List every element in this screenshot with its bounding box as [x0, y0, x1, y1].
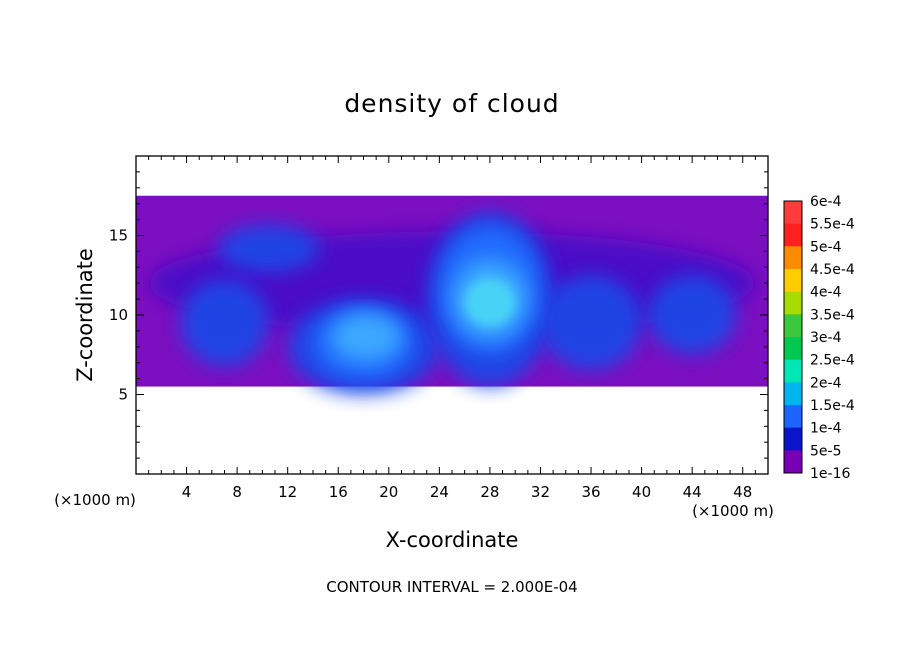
- colorbar-label: 2e-4: [810, 375, 842, 391]
- colorbar-swatch: [784, 405, 802, 429]
- x-multiplier-left: (×1000 m): [54, 491, 136, 509]
- colorbar-swatch: [784, 314, 802, 338]
- x-tick-label: 12: [278, 483, 297, 501]
- colorbar-swatch: [784, 291, 802, 315]
- x-tick-label: 24: [430, 483, 449, 501]
- colorbar-swatch: [784, 246, 802, 270]
- colorbar-swatch: [784, 450, 802, 474]
- colorbar-label: 5e-5: [810, 443, 841, 459]
- x-tick-label: 16: [329, 483, 348, 501]
- colorbar-swatch: [784, 427, 802, 451]
- colorbar-swatch: [784, 201, 802, 225]
- colorbar-swatch: [784, 359, 802, 383]
- chart-title: density of cloud: [344, 89, 559, 118]
- cloud-region: [180, 279, 269, 367]
- x-tick-label: 28: [480, 483, 499, 501]
- colorbar-frame: [783, 200, 803, 474]
- colorbar-label: 5e-4: [810, 239, 842, 255]
- x-tick-label: 36: [581, 483, 600, 501]
- cloud-region: [218, 224, 320, 273]
- y-axis: 5 10 15: [109, 171, 768, 459]
- y-tick-label: 10: [109, 306, 128, 324]
- x-tick-label: 32: [531, 483, 550, 501]
- colorbar-swatch: [784, 269, 802, 293]
- x-axis-title: X-coordinate: [386, 528, 519, 552]
- colorbar-label: 4.5e-4: [810, 262, 855, 278]
- x-tick-label: 8: [232, 483, 242, 501]
- colorbar-swatch: [784, 337, 802, 361]
- cloud-region: [647, 275, 737, 355]
- x-tick-label: 40: [632, 483, 651, 501]
- cloud-density-field: [136, 195, 768, 395]
- x-tick-label: 44: [683, 483, 702, 501]
- colorbar-swatch: [784, 223, 802, 247]
- y-axis-title: Z-coordinate: [73, 248, 97, 382]
- cloud-region: [540, 275, 642, 371]
- colorbar-label: 6e-4: [810, 194, 842, 210]
- colorbar-label: 1e-4: [810, 421, 842, 437]
- x-tick-label: 20: [379, 483, 398, 501]
- colorbar-label: 1.5e-4: [810, 398, 855, 414]
- colorbar-label: 3.5e-4: [810, 307, 855, 323]
- x-axis: 4 8 12 16 20 24 28 32 36 40 44 48: [148, 156, 756, 501]
- colorbar-legend: 6e-4 5.5e-4 5e-4 4.5e-4 4e-4 3.5e-4 3e-4 2.5e-4…: [783, 194, 855, 482]
- y-tick-label: 15: [109, 227, 128, 245]
- colorbar-label: 2.5e-4: [810, 353, 855, 369]
- y-tick-label: 5: [118, 386, 128, 404]
- colorbar-label: 1e-16: [810, 466, 850, 482]
- cloud-region: [331, 313, 401, 362]
- cloud-region: [464, 278, 516, 327]
- colorbar-label: 3e-4: [810, 330, 842, 346]
- x-multiplier-right: (×1000 m): [692, 502, 774, 520]
- colorbar-swatch: [784, 382, 802, 406]
- x-tick-label: 48: [733, 483, 752, 501]
- contour-interval-note: CONTOUR INTERVAL = 2.000E-04: [326, 578, 577, 596]
- x-tick-label: 4: [182, 483, 192, 501]
- colorbar-label: 5.5e-4: [810, 217, 855, 233]
- colorbar-label: 4e-4: [810, 285, 842, 301]
